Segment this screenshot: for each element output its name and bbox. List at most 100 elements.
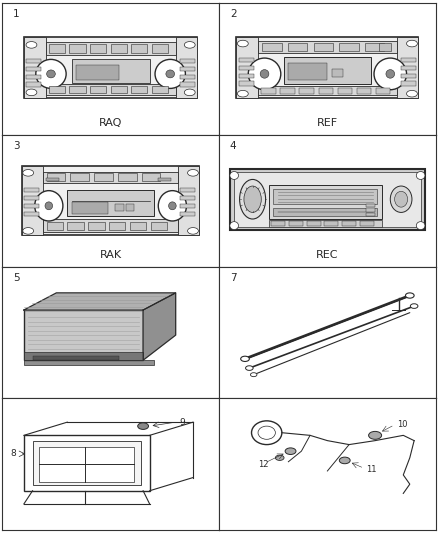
Ellipse shape	[285, 448, 296, 455]
Bar	[367, 213, 375, 216]
Bar	[271, 221, 285, 225]
Bar	[269, 220, 381, 227]
Bar	[365, 43, 384, 51]
Ellipse shape	[260, 70, 269, 78]
Bar	[314, 43, 333, 51]
Polygon shape	[143, 293, 176, 360]
Bar	[115, 205, 124, 211]
Text: 12: 12	[258, 460, 268, 469]
Text: 2: 2	[230, 9, 237, 19]
Bar	[110, 44, 127, 53]
Bar	[258, 86, 397, 95]
Ellipse shape	[244, 186, 261, 213]
Ellipse shape	[406, 91, 417, 97]
Bar	[360, 221, 374, 225]
Bar	[90, 44, 106, 53]
Bar	[300, 88, 314, 94]
Bar	[176, 37, 197, 98]
Text: 10: 10	[397, 421, 407, 429]
Bar	[39, 447, 134, 481]
Ellipse shape	[369, 431, 381, 439]
Bar	[239, 58, 254, 62]
Ellipse shape	[45, 202, 53, 210]
Bar	[180, 212, 195, 216]
Bar	[284, 56, 371, 84]
Ellipse shape	[251, 373, 257, 377]
Bar	[49, 44, 65, 53]
Bar	[237, 37, 418, 98]
Ellipse shape	[138, 423, 148, 430]
Ellipse shape	[158, 191, 187, 221]
Ellipse shape	[406, 41, 417, 47]
Bar	[88, 222, 105, 230]
Ellipse shape	[26, 89, 37, 95]
Bar	[94, 174, 113, 181]
Text: 11: 11	[367, 465, 377, 474]
Bar	[269, 185, 381, 219]
Ellipse shape	[240, 180, 265, 219]
Bar	[239, 66, 254, 70]
Bar	[338, 88, 352, 94]
Ellipse shape	[410, 304, 418, 309]
Bar	[22, 166, 43, 235]
Bar	[401, 58, 416, 62]
Ellipse shape	[155, 59, 185, 88]
Bar	[24, 352, 143, 360]
Bar	[46, 84, 176, 95]
Ellipse shape	[406, 293, 414, 298]
Ellipse shape	[390, 186, 412, 213]
Bar	[131, 44, 148, 53]
Bar	[24, 37, 46, 98]
Ellipse shape	[36, 59, 66, 88]
Ellipse shape	[374, 58, 406, 90]
Bar	[307, 221, 321, 225]
Bar	[237, 37, 258, 98]
Ellipse shape	[35, 191, 63, 221]
Bar	[24, 212, 39, 216]
Ellipse shape	[23, 228, 34, 234]
Bar	[49, 86, 65, 93]
Bar	[71, 174, 89, 181]
Ellipse shape	[230, 172, 239, 180]
Bar	[239, 74, 254, 78]
Bar	[178, 166, 199, 235]
Ellipse shape	[339, 457, 350, 464]
Text: 7: 7	[230, 273, 237, 283]
Ellipse shape	[395, 191, 408, 207]
Ellipse shape	[184, 89, 195, 95]
Text: RAQ: RAQ	[99, 118, 122, 128]
Bar	[357, 88, 371, 94]
Bar	[46, 42, 176, 55]
Bar	[397, 37, 418, 98]
Bar	[288, 63, 327, 80]
Ellipse shape	[23, 169, 34, 176]
Bar	[367, 204, 375, 207]
Bar	[71, 59, 150, 83]
Bar	[273, 189, 377, 205]
Bar	[126, 205, 134, 211]
Bar	[379, 43, 392, 51]
Bar	[90, 86, 106, 93]
Ellipse shape	[184, 42, 195, 48]
Text: 3: 3	[13, 141, 20, 151]
Bar	[43, 219, 178, 232]
Polygon shape	[24, 293, 176, 310]
Bar	[332, 69, 343, 77]
Bar	[280, 88, 295, 94]
Ellipse shape	[416, 222, 425, 230]
Bar	[158, 178, 171, 181]
Bar	[258, 41, 397, 53]
Ellipse shape	[187, 169, 198, 176]
Bar	[142, 174, 160, 181]
Bar	[151, 222, 167, 230]
Ellipse shape	[416, 172, 425, 180]
Ellipse shape	[187, 228, 198, 234]
Bar	[71, 202, 109, 214]
Bar	[24, 360, 154, 366]
Ellipse shape	[26, 42, 37, 48]
Bar	[180, 196, 195, 200]
Bar	[26, 75, 41, 79]
Bar	[43, 172, 178, 183]
Bar	[288, 43, 307, 51]
Bar	[24, 204, 39, 208]
